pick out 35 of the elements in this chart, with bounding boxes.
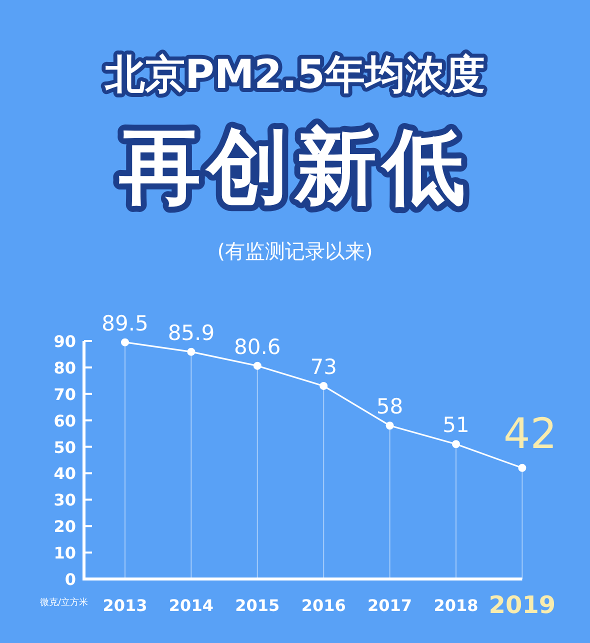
- y-tick-label: 10: [54, 544, 76, 563]
- point: [386, 422, 394, 430]
- data-label: 42: [503, 408, 557, 458]
- y-tick-label: 40: [54, 464, 76, 484]
- point: [452, 440, 460, 448]
- data-label: 89.5: [102, 311, 148, 336]
- data-label: 80.6: [234, 334, 281, 359]
- y-axis-title: 微克/立方米: [40, 597, 88, 608]
- point: [187, 348, 196, 356]
- y-tick-label: 90: [54, 332, 76, 351]
- y-tick-label: 50: [54, 438, 76, 457]
- data-label: 73: [310, 354, 337, 379]
- point: [320, 382, 328, 390]
- y-tick-label: 20: [54, 517, 76, 536]
- chart-title: 北京PM2.5年均浓度: [104, 52, 485, 98]
- x-tick-label: 2016: [301, 596, 346, 615]
- x-tick-label: 2015: [235, 596, 280, 615]
- y-tick-label: 30: [54, 490, 76, 510]
- x-tick-label: 2017: [368, 596, 412, 615]
- x-tick-label: 2013: [102, 596, 148, 615]
- y-tick-label: 0: [64, 570, 76, 589]
- x-tick-label: 2018: [434, 596, 478, 615]
- y-tick-label: 70: [54, 384, 76, 404]
- y-tick-label: 80: [54, 358, 76, 378]
- chart-subtitle: 再创新低: [118, 120, 471, 215]
- data-label: 51: [442, 413, 470, 438]
- y-tick-label: 60: [54, 411, 76, 430]
- point: [253, 362, 262, 370]
- text: (有监测记录以来): [217, 239, 373, 263]
- point: [518, 464, 526, 472]
- data-label: 85.9: [168, 320, 215, 345]
- x-tick-label: 2019: [488, 591, 556, 619]
- x-tick-label: 2014: [168, 596, 214, 615]
- point: [121, 338, 129, 346]
- data-label: 58: [376, 394, 404, 419]
